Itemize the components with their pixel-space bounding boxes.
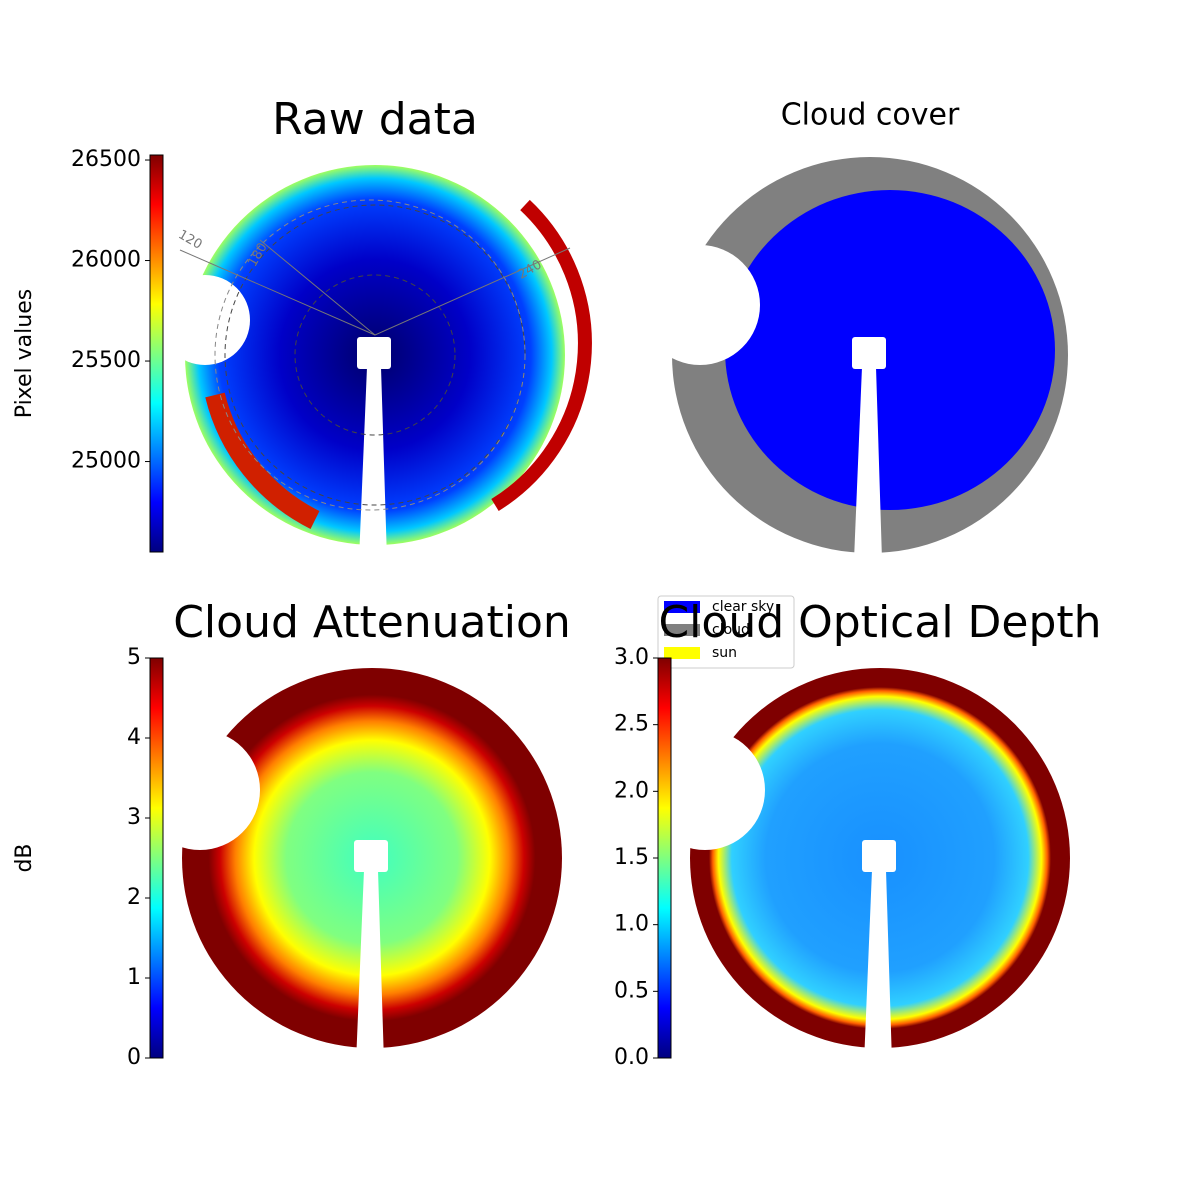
colorbar-tick-label: 2.0	[614, 778, 649, 803]
panel-title: Cloud cover	[781, 98, 960, 133]
mast	[359, 367, 387, 560]
legend-label: clear sky	[712, 599, 774, 615]
polar-axis	[374, 247, 571, 336]
panel-title: Cloud Optical Depth	[658, 597, 1101, 648]
azimuth-label: 120	[175, 227, 204, 252]
mast	[862, 840, 896, 872]
colorbar-tick-label: 0	[127, 1045, 141, 1070]
panel-title: Cloud Attenuation	[173, 597, 571, 648]
mast	[356, 870, 384, 1063]
legend-swatch	[664, 601, 700, 613]
notch	[645, 730, 765, 850]
polar-grid	[214, 199, 526, 511]
colorbar	[149, 154, 164, 553]
colorbar-tick-label: 2.5	[614, 712, 649, 737]
colorbar	[657, 657, 672, 1059]
panel-title: Raw data	[272, 94, 478, 145]
sky-image	[725, 190, 1055, 510]
mast	[357, 337, 391, 369]
colorbar	[149, 657, 164, 1059]
colorbar-tick-label: 5	[127, 645, 141, 670]
sky-image	[205, 392, 320, 529]
colorbar-tick-label: 1	[127, 965, 141, 990]
sky-image	[491, 199, 592, 511]
colorbar-tick-label: 26000	[71, 248, 141, 273]
colorbar-tick-label: 2	[127, 885, 141, 910]
mast	[852, 337, 886, 369]
legend-label: cloud	[712, 622, 750, 638]
legend-swatch	[664, 624, 700, 636]
notch	[640, 245, 760, 365]
colorbar-tick-label: 1.0	[614, 912, 649, 937]
colorbar-label: Pixel values	[12, 289, 37, 418]
polar-axis	[259, 239, 376, 336]
legend-label: sun	[712, 645, 737, 661]
colorbar-tick-label: 3.0	[614, 645, 649, 670]
colorbar-tick-label: 3	[127, 805, 141, 830]
mast	[864, 870, 892, 1063]
mast	[854, 367, 882, 560]
mast	[354, 840, 388, 872]
colorbar-label: dB	[12, 843, 37, 872]
polar-axis	[179, 249, 376, 336]
colorbar-tick-label: 1.5	[614, 845, 649, 870]
colorbar-tick-label: 25000	[71, 449, 141, 474]
colorbar-tick-label: 26500	[71, 147, 141, 172]
notch	[160, 275, 250, 365]
colorbar-tick-label: 0.5	[614, 978, 649, 1003]
colorbar-tick-label: 0.0	[614, 1045, 649, 1070]
legend-swatch	[664, 647, 700, 659]
notch	[140, 730, 260, 850]
polar-grid	[294, 274, 456, 436]
colorbar-tick-label: 4	[127, 725, 141, 750]
colorbar-tick-label: 25500	[71, 348, 141, 373]
